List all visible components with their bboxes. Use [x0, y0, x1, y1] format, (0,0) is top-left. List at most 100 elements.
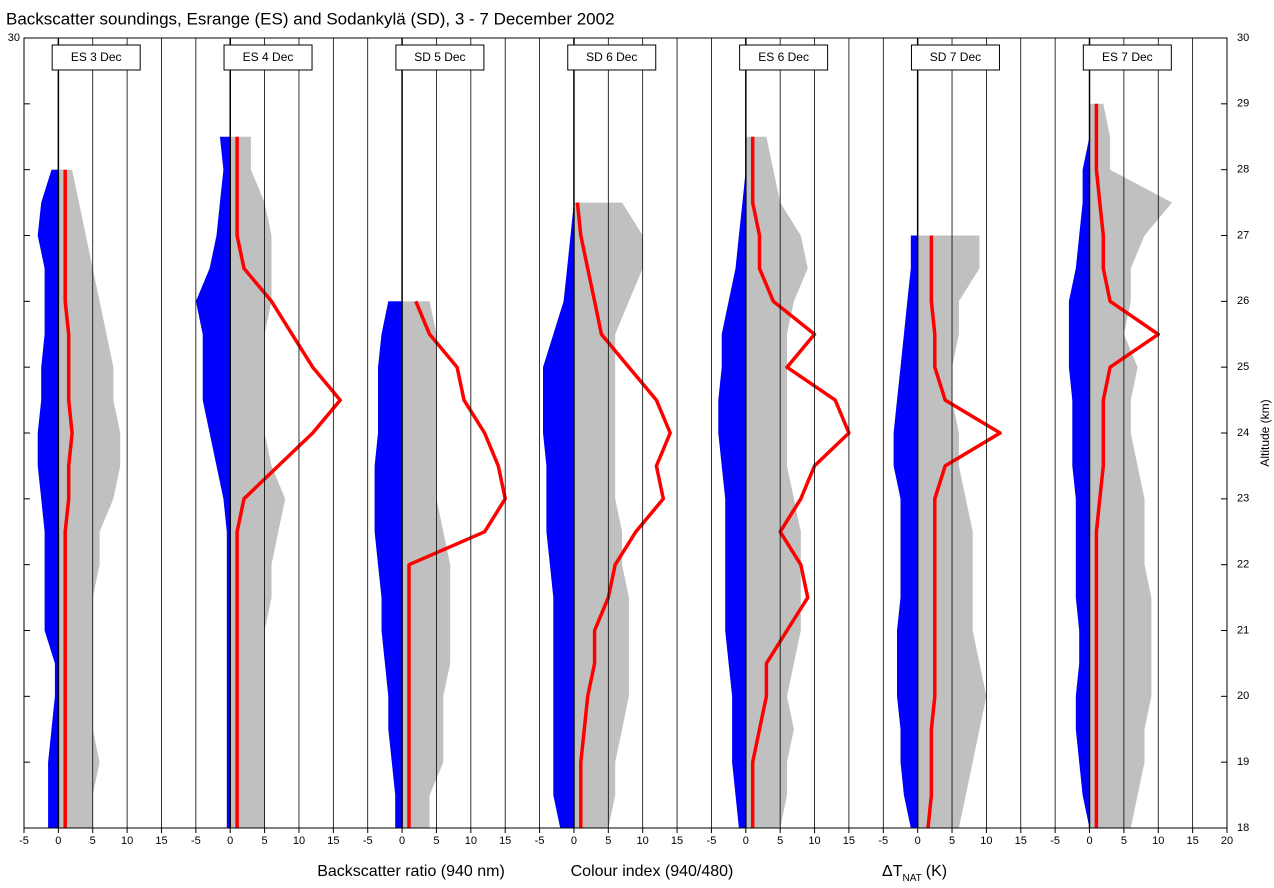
panel: -5 0 5 10 15 SD 6 Dec — [535, 38, 683, 847]
profile-line — [63, 169, 74, 828]
x-tick-label: 10 — [1152, 835, 1164, 847]
y-tick-label: 23 — [1237, 493, 1249, 505]
profile-area — [1089, 103, 1172, 828]
x-tick-label: 15 — [1015, 835, 1027, 847]
y-tick-label: 29 — [1237, 98, 1249, 110]
panel-label: ES 6 Dec — [758, 50, 809, 64]
x-tick-label: -5 — [1050, 835, 1060, 847]
x-axis-label: ΔTNAT (K) — [882, 863, 947, 883]
profile-area — [374, 301, 403, 828]
profile-line — [926, 235, 1002, 828]
x-tick-label: -5 — [19, 835, 29, 847]
x-axis-label: Backscatter ratio (940 nm) — [317, 863, 505, 880]
x-tick-label: 10 — [980, 835, 992, 847]
x-tick-label: 15 — [1187, 835, 1199, 847]
profile-line — [575, 202, 672, 828]
profile-line — [750, 136, 851, 828]
panel-label: SD 6 Dec — [586, 50, 637, 64]
x-tick-label: 15 — [843, 835, 855, 847]
panel-label-box — [223, 44, 313, 71]
x-axis-label: Colour index (940/480) — [571, 863, 734, 880]
x-tick-label: -5 — [707, 835, 717, 847]
x-tick-label: 0 — [227, 835, 233, 847]
profile-area — [1068, 103, 1090, 828]
x-tick-label: -5 — [363, 835, 373, 847]
x-tick-label: 0 — [571, 835, 577, 847]
y-tick-label: 18 — [1237, 822, 1249, 834]
x-tick-label: 0 — [399, 835, 405, 847]
panel-label: ES 7 Dec — [1102, 50, 1153, 64]
x-tick-label: 5 — [90, 835, 96, 847]
panel-label: SD 7 Dec — [930, 50, 981, 64]
x-tick-label: 15 — [155, 835, 167, 847]
x-tick-label: 5 — [777, 835, 783, 847]
panel-plot — [374, 300, 507, 828]
x-tick-label: -5 — [878, 835, 888, 847]
panel-plot — [893, 235, 1002, 828]
x-tick-label: 0 — [743, 835, 749, 847]
x-tick-label: 15 — [499, 835, 511, 847]
y-tick-label: 19 — [1237, 756, 1249, 768]
panel-plot — [195, 136, 342, 828]
x-tick-label: -5 — [191, 835, 201, 847]
panel-label-box — [1082, 44, 1172, 71]
x-tick-label: 5 — [1121, 835, 1127, 847]
profile-area — [230, 136, 286, 828]
profile-area — [58, 169, 121, 828]
panel-label-box — [51, 44, 141, 71]
panel-plot — [543, 202, 672, 828]
panel: -5 0 5 10 15 ES 3 Dec — [19, 38, 168, 847]
x-label-part: ΔT — [882, 863, 903, 880]
panel-label-box — [567, 44, 657, 71]
panel: -5 0 5 10 15 ES 6 Dec — [707, 38, 855, 847]
chart-title: Backscatter soundings, Esrange (ES) and … — [6, 9, 615, 28]
panel: -5 0 5 10 15 ES 4 Dec — [191, 38, 342, 847]
y-tick-label: 27 — [1237, 229, 1249, 241]
x-tick-label: 0 — [55, 835, 61, 847]
x-tick-label: 10 — [465, 835, 477, 847]
panel: -5 0 5 10 15 SD 7 Dec — [878, 38, 1027, 847]
x-tick-label: 5 — [605, 835, 611, 847]
panel-label-box — [395, 44, 485, 71]
x-label-part: (K) — [926, 863, 947, 880]
x-tick-label: 10 — [121, 835, 133, 847]
y-tick-label: 22 — [1237, 559, 1249, 571]
profile-area — [745, 136, 808, 828]
profile-area — [543, 202, 574, 828]
panel-label: SD 5 Dec — [414, 50, 465, 64]
x-tick-label: 10 — [293, 835, 305, 847]
panel-label: ES 4 Dec — [243, 50, 294, 64]
profile-line — [407, 300, 507, 828]
x-tick-label: 0 — [915, 835, 921, 847]
x-tick-label: -5 — [535, 835, 545, 847]
x-tick-label: 5 — [433, 835, 439, 847]
profile-line — [235, 136, 342, 828]
profile-line — [1094, 103, 1161, 828]
panel: -5 0 5 10 15 SD 5 Dec — [363, 38, 511, 847]
y-tick-label: 21 — [1237, 624, 1249, 636]
y-tick-label: 30 — [1237, 32, 1249, 44]
y-tick-label: 25 — [1237, 361, 1249, 373]
x-tick-label: 10 — [808, 835, 820, 847]
panel-plot — [718, 136, 851, 828]
x-tick-label: 20 — [1221, 835, 1233, 847]
x-tick-label: 15 — [671, 835, 683, 847]
panel-label: ES 3 Dec — [71, 50, 122, 64]
profile-area — [893, 235, 918, 828]
profile-area — [195, 136, 231, 828]
y-tick-label: 24 — [1237, 427, 1249, 439]
panel-label-box — [910, 44, 1000, 71]
x-tick-label: 15 — [327, 835, 339, 847]
panel-plot — [37, 169, 121, 828]
y-axis-label: Altitude (km) — [1258, 399, 1272, 466]
profile-area — [37, 169, 59, 828]
panel-plot — [1068, 103, 1172, 828]
y-tick-label: 20 — [1237, 690, 1249, 702]
y-tick-label: 28 — [1237, 164, 1249, 176]
y-tick-label: 26 — [1237, 295, 1249, 307]
y-tick-label: 30 — [8, 32, 20, 44]
profile-area — [718, 136, 746, 828]
panel-label-box — [739, 44, 829, 71]
panel: -5 0 5 10 15 20 ES 7 Dec — [1050, 38, 1233, 847]
